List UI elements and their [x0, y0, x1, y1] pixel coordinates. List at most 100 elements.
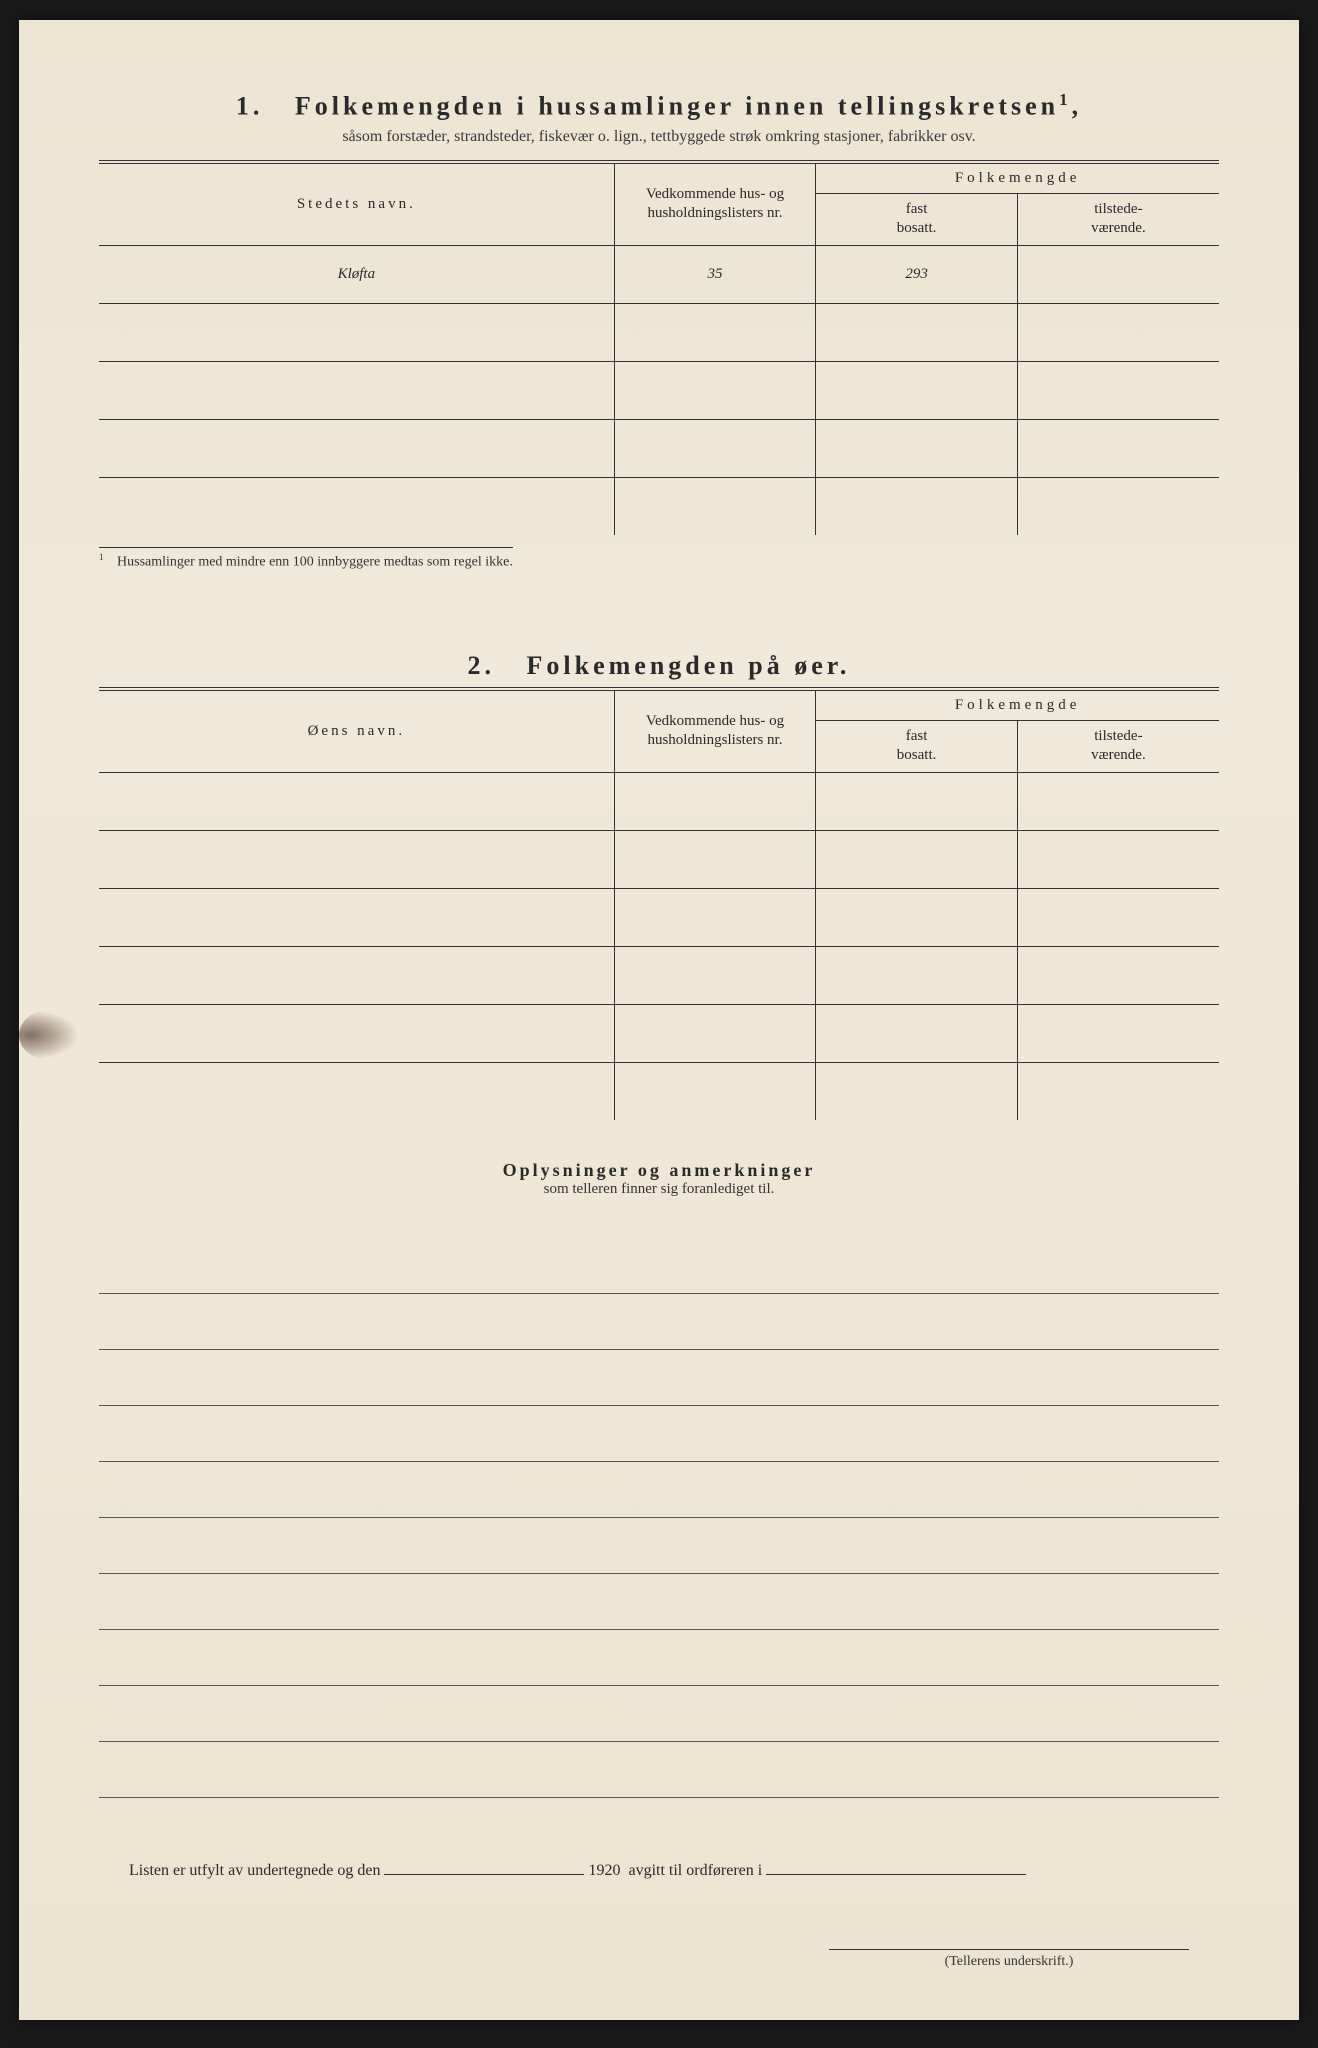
cell-name: [99, 1062, 614, 1120]
cell-name: [99, 303, 614, 361]
cell-tilstede: [1017, 946, 1219, 1004]
table-row: [99, 888, 1219, 946]
table-row: Kløfta35293: [99, 245, 1219, 303]
ruled-line: [99, 1238, 1219, 1294]
ruled-line: [99, 1350, 1219, 1406]
table-row: [99, 830, 1219, 888]
document-page: 1. Folkemengden i hussamlinger innen tel…: [19, 20, 1299, 2020]
bottom-blank-2: [766, 1859, 1026, 1875]
cell-nr: [614, 888, 816, 946]
table-row: [99, 419, 1219, 477]
section1-title: 1. Folkemengden i hussamlinger innen tel…: [99, 90, 1219, 122]
ruled-line: [99, 1742, 1219, 1798]
cell-name: [99, 772, 614, 830]
cell-tilstede: [1017, 477, 1219, 535]
ruled-line: [99, 1518, 1219, 1574]
cell-fast: 293: [816, 245, 1018, 303]
cell-name: [99, 419, 614, 477]
col-tilstede-1: tilstede-: [1094, 201, 1142, 217]
col-fast-s2-2: bosatt.: [897, 747, 937, 763]
cell-name: [99, 361, 614, 419]
cell-fast: [816, 888, 1018, 946]
table-row: [99, 772, 1219, 830]
cell-nr: [614, 419, 816, 477]
col-vedkommende: Vedkommende hus- og husholdningslisters …: [614, 164, 816, 246]
cell-nr: [614, 1004, 816, 1062]
table-row: [99, 1062, 1219, 1120]
cell-fast: [816, 477, 1018, 535]
col-tilstede: tilstede- værende.: [1017, 193, 1219, 245]
cell-nr: [614, 830, 816, 888]
footnote-text: Hussamlinger med mindre enn 100 innbygge…: [117, 555, 513, 570]
section1-table: Stedets navn. Vedkommende hus- og hushol…: [99, 164, 1219, 536]
table-row: [99, 477, 1219, 535]
bottom-year: 1920: [588, 1862, 620, 1879]
table-row: [99, 946, 1219, 1004]
signature-line: (Tellerens underskrift.): [829, 1949, 1189, 1970]
anmerk-lines: [99, 1238, 1219, 1798]
col-oens-navn: Øens navn.: [99, 691, 614, 773]
ruled-line: [99, 1630, 1219, 1686]
section2-number: 2.: [468, 651, 496, 680]
col-folkemengde: Folkemengde: [816, 164, 1219, 194]
cell-name: Kløfta: [99, 245, 614, 303]
cell-fast: [816, 830, 1018, 888]
col-fast: fast bosatt.: [816, 193, 1018, 245]
col-fast-2: bosatt.: [897, 220, 937, 236]
cell-tilstede: [1017, 303, 1219, 361]
col-tilstede-s2: tilstede- værende.: [1017, 720, 1219, 772]
cell-tilstede: [1017, 1004, 1219, 1062]
ruled-line: [99, 1406, 1219, 1462]
cell-fast: [816, 1004, 1018, 1062]
cell-fast: [816, 772, 1018, 830]
col-fast-s2-1: fast: [906, 728, 928, 744]
col-vedkommende-2: Vedkommende hus- og husholdningslisters …: [614, 691, 816, 773]
ruled-line: [99, 1686, 1219, 1742]
table-row: [99, 303, 1219, 361]
cell-fast: [816, 303, 1018, 361]
section1-title-sup: 1: [1059, 90, 1071, 109]
cell-name: [99, 888, 614, 946]
section1-footnote: 1 Hussamlinger med mindre enn 100 innbyg…: [99, 547, 513, 571]
anmerk-title: Oplysninger og anmerkninger: [99, 1160, 1219, 1181]
col-stedets-navn: Stedets navn.: [99, 164, 614, 246]
cell-nr: [614, 772, 816, 830]
anmerk-subtitle: som telleren finner sig foranlediget til…: [99, 1181, 1219, 1198]
cell-tilstede: [1017, 772, 1219, 830]
section1-number: 1.: [236, 92, 264, 121]
cell-name: [99, 1004, 614, 1062]
cell-fast: [816, 419, 1018, 477]
col-tilstede-s2-2: værende.: [1091, 747, 1146, 763]
footnote-marker: 1: [99, 552, 104, 562]
col-fast-1: fast: [906, 201, 928, 217]
cell-nr: [614, 303, 816, 361]
table-row: [99, 1004, 1219, 1062]
ruled-line: [99, 1462, 1219, 1518]
cell-nr: [614, 477, 816, 535]
cell-tilstede: [1017, 245, 1219, 303]
bottom-blank-1: [384, 1859, 584, 1875]
cell-nr: [614, 946, 816, 1004]
cell-nr: [614, 361, 816, 419]
col-folkemengde-2: Folkemengde: [816, 691, 1219, 721]
cell-tilstede: [1017, 888, 1219, 946]
cell-tilstede: [1017, 419, 1219, 477]
cell-fast: [816, 946, 1018, 1004]
col-tilstede-2: værende.: [1091, 220, 1146, 236]
cell-nr: [614, 1062, 816, 1120]
col-tilstede-s2-1: tilstede-: [1094, 728, 1142, 744]
section1-subtitle: såsom forstæder, strandsteder, fiskevær …: [99, 128, 1219, 146]
ruled-line: [99, 1294, 1219, 1350]
section2-table: Øens navn. Vedkommende hus- og husholdni…: [99, 691, 1219, 1121]
ruled-line: [99, 1574, 1219, 1630]
ink-stain: [19, 1010, 79, 1060]
cell-name: [99, 830, 614, 888]
section2-title: 2. Folkemengden på øer.: [99, 651, 1219, 681]
cell-tilstede: [1017, 361, 1219, 419]
cell-tilstede: [1017, 1062, 1219, 1120]
cell-name: [99, 477, 614, 535]
cell-tilstede: [1017, 830, 1219, 888]
signature-label: (Tellerens underskrift.): [945, 1954, 1074, 1969]
table-row: [99, 361, 1219, 419]
section1-title-text: Folkemengden i hussamlinger innen tellin…: [295, 92, 1059, 121]
